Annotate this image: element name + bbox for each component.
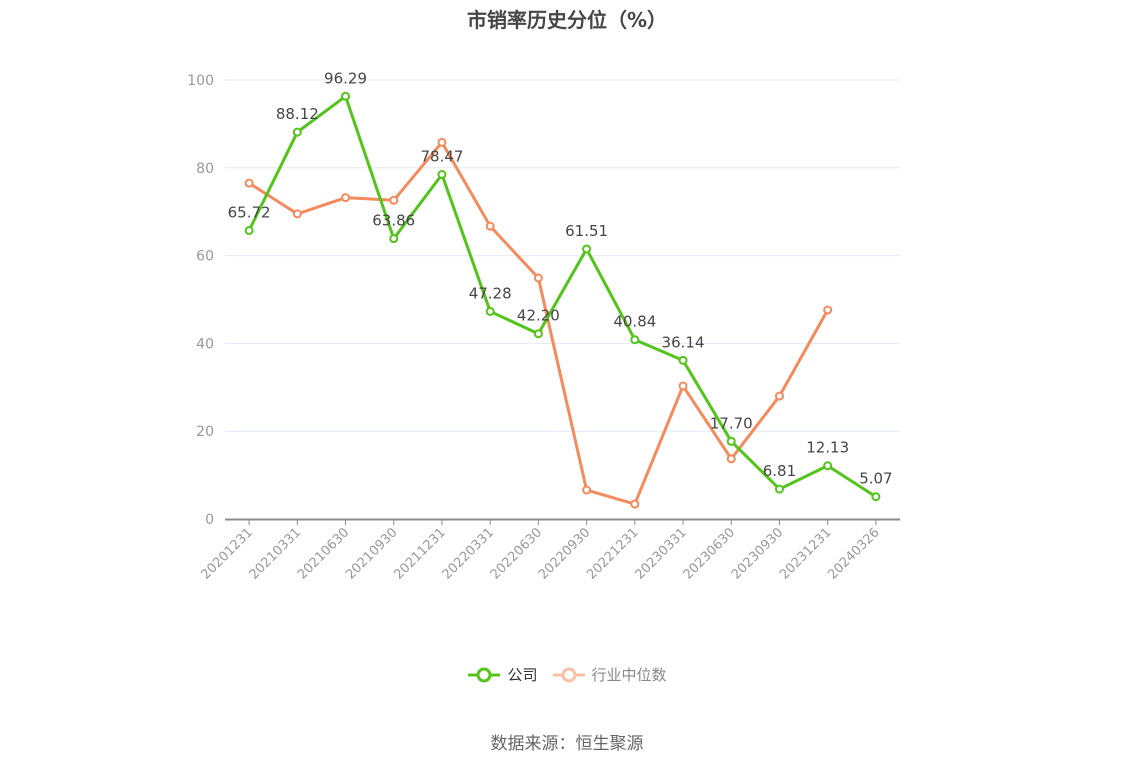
x-tick-label: 20211231 <box>391 525 448 582</box>
x-tick-label: 20210930 <box>343 525 400 582</box>
data-label: 17.70 <box>710 414 753 432</box>
legend-line-circle-icon <box>552 667 585 682</box>
industry-data-point[interactable] <box>823 305 833 315</box>
industry-data-point[interactable] <box>485 221 495 231</box>
x-tick-label: 20220930 <box>536 525 593 582</box>
data-label: 40.84 <box>613 313 656 331</box>
company-data-point[interactable] <box>389 234 399 244</box>
series-company[interactable] <box>244 91 881 502</box>
data-label: 12.13 <box>806 439 849 457</box>
y-tick-label: 20 <box>196 424 214 440</box>
x-tick-label: 20230630 <box>681 525 738 582</box>
x-tick-label: 20220630 <box>488 525 545 582</box>
company-data-point[interactable] <box>437 170 447 180</box>
data-label: 65.72 <box>228 203 271 221</box>
data-label: 36.14 <box>662 333 705 351</box>
industry-data-point[interactable] <box>341 193 351 203</box>
industry-data-point[interactable] <box>582 485 592 495</box>
industry-data-point[interactable] <box>774 391 784 401</box>
series-industry-median[interactable] <box>244 137 833 509</box>
data-label: 6.81 <box>763 462 796 480</box>
industry-data-point[interactable] <box>437 137 447 147</box>
data-labels: 65.72 88.12 96.29 63.86 78.47 47.28 42.20 61.51… <box>228 69 893 487</box>
data-label: 88.12 <box>276 105 319 123</box>
data-label: 96.29 <box>324 69 367 87</box>
data-label: 5.07 <box>859 470 892 488</box>
legend-label-industry-median: 行业中位数 <box>591 666 667 684</box>
x-tick-label: 20230331 <box>632 525 689 582</box>
company-data-point[interactable] <box>871 492 881 502</box>
industry-data-point[interactable] <box>533 273 543 283</box>
legend-item-company[interactable]: 公司 <box>467 664 538 685</box>
x-tick-label: 20220331 <box>440 525 497 582</box>
y-axis: 0 20 40 60 80 100 <box>187 73 214 528</box>
industry-data-point[interactable] <box>244 178 254 188</box>
series-line[interactable] <box>247 94 877 499</box>
data-label: 47.28 <box>469 284 512 302</box>
legend: 公司 行业中位数 <box>0 664 1134 685</box>
data-source: 数据来源：恒生聚源 <box>490 734 644 754</box>
company-data-point[interactable] <box>582 244 592 254</box>
industry-data-point[interactable] <box>630 499 640 509</box>
y-tick-label: 0 <box>205 512 214 528</box>
company-data-point[interactable] <box>678 355 688 365</box>
x-axis: 2020123120210331202106302021093020211231… <box>199 518 900 583</box>
company-data-point[interactable] <box>533 329 543 339</box>
industry-data-point[interactable] <box>678 381 688 391</box>
industry-data-point[interactable] <box>726 454 736 464</box>
x-tick-label: 20201231 <box>199 525 256 582</box>
y-tick-label: 40 <box>196 336 214 352</box>
company-data-point[interactable] <box>823 461 833 471</box>
company-data-point[interactable] <box>726 436 736 446</box>
industry-data-point[interactable] <box>292 209 302 219</box>
data-label: 78.47 <box>420 148 463 166</box>
company-data-point[interactable] <box>485 306 495 316</box>
company-data-point[interactable] <box>630 335 640 345</box>
x-tick-label: 20221231 <box>584 525 641 582</box>
grid-lines <box>225 79 900 432</box>
y-tick-label: 80 <box>196 161 214 177</box>
x-tick-label: 20210331 <box>247 525 304 582</box>
x-tick-label: 20231231 <box>777 525 834 582</box>
chart-title: 市销率历史分位（%） <box>466 8 668 32</box>
y-tick-label: 100 <box>187 73 214 89</box>
data-label: 61.51 <box>565 222 608 240</box>
data-label: 42.20 <box>517 307 560 325</box>
x-tick-label: 20230930 <box>729 525 786 582</box>
company-data-point[interactable] <box>244 225 254 235</box>
legend-item-industry-median[interactable]: 行业中位数 <box>552 664 667 685</box>
legend-label-company: 公司 <box>507 666 538 684</box>
company-data-point[interactable] <box>774 484 784 494</box>
data-label: 63.86 <box>372 212 415 230</box>
legend-line-circle-icon <box>468 667 501 682</box>
industry-data-point[interactable] <box>389 195 399 205</box>
x-tick-label: 20210630 <box>295 525 352 582</box>
x-tick-label: 20240326 <box>825 525 882 582</box>
company-data-point[interactable] <box>292 127 302 137</box>
y-tick-label: 60 <box>196 249 214 265</box>
company-data-point[interactable] <box>341 91 351 101</box>
